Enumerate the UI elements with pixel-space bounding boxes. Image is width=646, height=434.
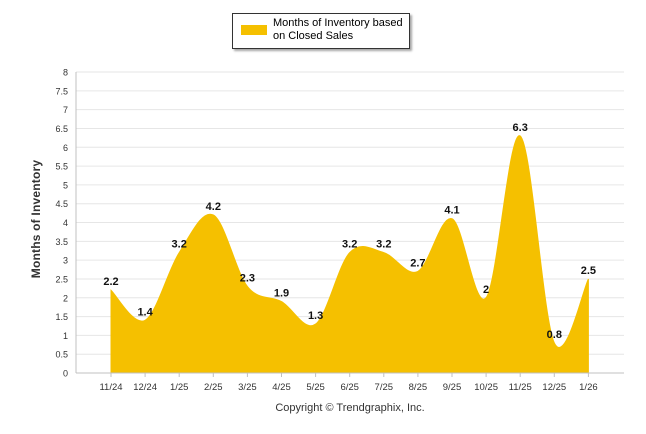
data-labels: 2.2 1.4 3.2 4.2 2.3 1.9 1.3 3.2 3.2 2.7 4.1 2 6.3 0.8… xyxy=(103,122,596,341)
y-axis: 0 0.5 1 1.5 2 2.5 3 3.5 4 4.5 5 5.5 6 6.5 7 7.5 8 xyxy=(55,68,68,379)
x-tick-label: 1/26 xyxy=(579,382,598,393)
x-tick-label: 12/24 xyxy=(133,382,157,393)
y-tick-label: 1 xyxy=(63,331,68,341)
legend[interactable]: Months of Inventory based on Closed Sale… xyxy=(232,13,410,49)
y-tick-label: 6.5 xyxy=(55,124,68,134)
data-label: 1.3 xyxy=(308,310,323,322)
data-label: 1.9 xyxy=(274,288,289,300)
data-label: 1.4 xyxy=(137,306,153,318)
data-label: 3.2 xyxy=(376,239,391,251)
y-tick-label: 3.5 xyxy=(55,237,68,247)
y-axis-title: Months of Inventory xyxy=(29,159,43,279)
data-label: 2.5 xyxy=(581,265,596,277)
y-tick-label: 4 xyxy=(63,218,68,228)
legend-swatch xyxy=(241,25,267,35)
y-tick-label: 7.5 xyxy=(55,86,68,96)
data-label: 2.7 xyxy=(410,257,425,269)
y-tick-label: 4.5 xyxy=(55,199,68,209)
y-tick-label: 5.5 xyxy=(55,162,68,172)
y-tick-label: 2.5 xyxy=(55,274,68,284)
series-area-fill xyxy=(110,135,589,374)
data-label: 2 xyxy=(483,284,489,296)
x-tick-label: 12/25 xyxy=(542,382,566,393)
y-tick-label: 5 xyxy=(63,180,68,190)
data-label: 4.2 xyxy=(206,201,221,213)
series-area xyxy=(110,135,589,374)
data-label: 4.1 xyxy=(444,205,459,217)
x-tick-label: 9/25 xyxy=(443,382,462,393)
x-tick-label: 10/25 xyxy=(474,382,498,393)
y-tick-label: 1.5 xyxy=(55,312,68,322)
data-label: 2.2 xyxy=(103,276,118,288)
x-tick-label: 11/24 xyxy=(99,382,122,393)
y-tick-label: 2 xyxy=(63,293,68,303)
x-tick-label: 11/25 xyxy=(509,382,532,393)
y-tick-label: 6 xyxy=(63,143,68,153)
legend-label: Months of Inventory based on Closed Sale… xyxy=(273,17,403,42)
x-tick-label: 8/25 xyxy=(409,382,428,393)
copyright-text: Copyright © Trendgraphix, Inc. xyxy=(275,402,425,414)
x-tick-label: 1/25 xyxy=(170,382,189,393)
data-label: 3.2 xyxy=(342,239,357,251)
data-label: 3.2 xyxy=(172,239,187,251)
x-tick-label: 3/25 xyxy=(238,382,257,393)
x-tick-label: 7/25 xyxy=(375,382,394,393)
x-tick-label: 4/25 xyxy=(272,382,291,393)
x-tick-label: 5/25 xyxy=(306,382,325,393)
data-label: 6.3 xyxy=(513,122,528,134)
y-tick-label: 0.5 xyxy=(55,350,68,360)
data-label: 0.8 xyxy=(547,329,562,341)
x-tick-label: 6/25 xyxy=(340,382,359,393)
y-tick-label: 3 xyxy=(63,256,68,266)
data-label: 2.3 xyxy=(240,272,255,284)
y-tick-label: 7 xyxy=(63,105,68,115)
x-tick-label: 2/25 xyxy=(204,382,223,393)
x-axis: 11/24 12/24 1/25 2/25 3/25 4/25 5/25 6/25 7/25 8/… xyxy=(76,372,624,393)
y-tick-label: 8 xyxy=(63,68,68,78)
y-tick-label: 0 xyxy=(63,369,68,379)
